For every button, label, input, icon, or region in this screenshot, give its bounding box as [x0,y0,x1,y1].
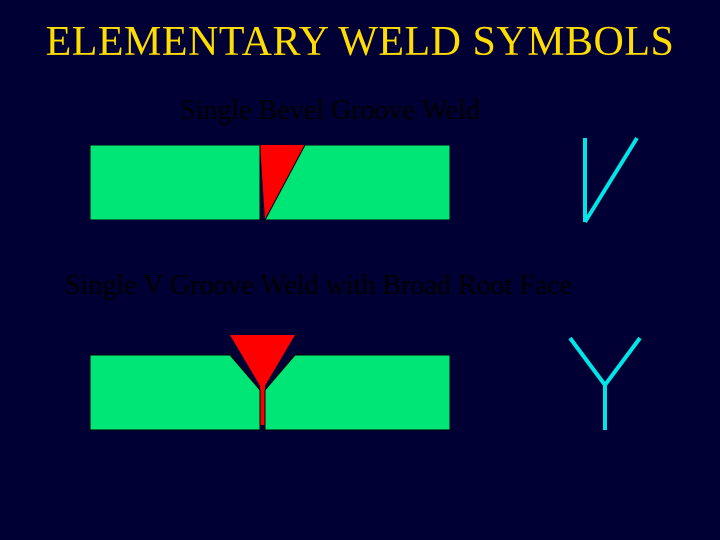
row-1-symbol-icon [555,330,655,440]
row-0-label: Single Bevel Groove Weld [180,95,480,127]
row-1-cross-section [90,335,450,435]
row-0-symbol-icon [565,130,655,230]
row-1-label: Single V Groove Weld with Broad Root Fac… [65,270,572,302]
slide-title: ELEMENTARY WELD SYMBOLS [0,18,720,66]
slide: ELEMENTARY WELD SYMBOLS Single Bevel Gro… [0,0,720,540]
row-0-cross-section [90,145,450,220]
